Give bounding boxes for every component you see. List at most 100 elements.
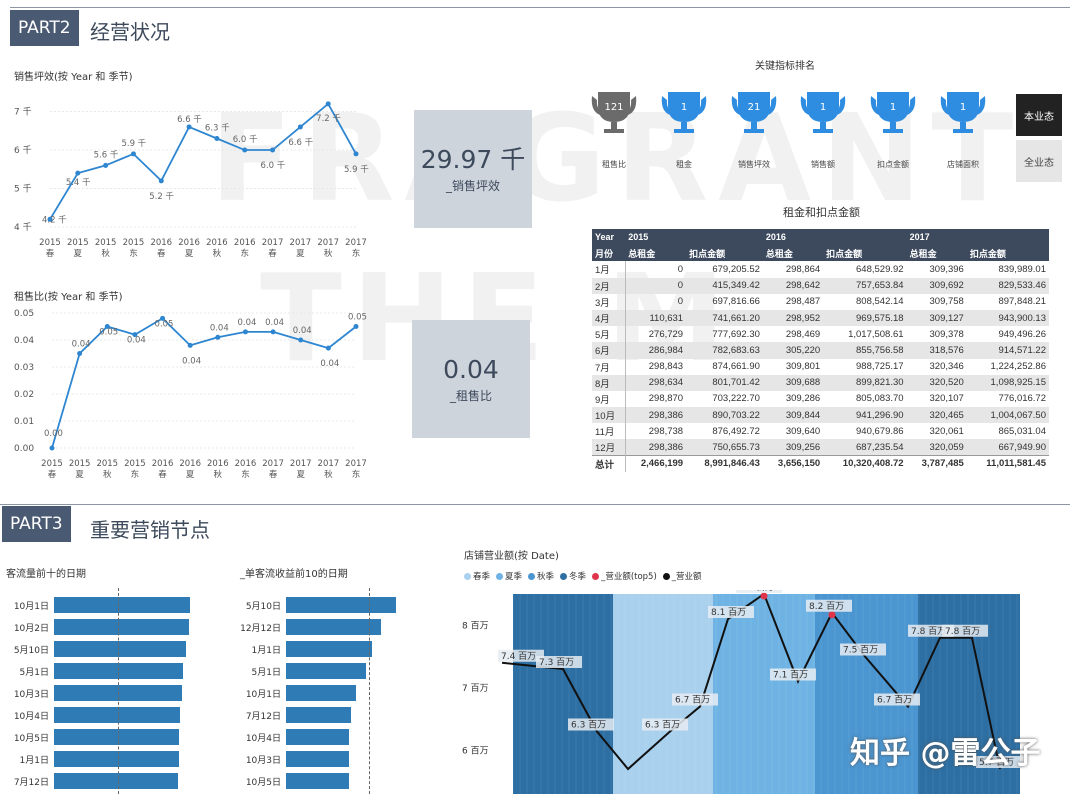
bar-category-label: 5月1日 (19, 668, 49, 678)
x-tick-season: 秋 (213, 248, 222, 259)
trophy-stem (751, 122, 757, 129)
row-month: 总计 (592, 455, 626, 472)
trophy-base (883, 129, 903, 133)
data-point (353, 324, 359, 329)
table-cell: 855,756.58 (823, 342, 907, 359)
trophy-stem (890, 122, 896, 129)
sales-efficiency-line-chart: 4 千5 千6 千7 千4.2 千5.4 千5.6 千5.9 千5.2 千6.6… (14, 101, 369, 259)
store-chart-legend: 春季 夏季 秋季 冬季 _营业额(top5) _营业额 (464, 570, 702, 582)
x-tick-year: 2017 (290, 459, 312, 469)
data-label: 5.6 千 (94, 149, 119, 160)
legend-item[interactable]: _营业额 (662, 570, 702, 582)
part3-title: 重要营销节点 (90, 518, 210, 542)
trophy-stem (820, 122, 826, 129)
row-month: 5月 (592, 326, 626, 343)
row-month: 7月 (592, 358, 626, 375)
btn-this-segment[interactable]: 本业态 (1016, 94, 1062, 136)
legend-item[interactable]: 夏季 (496, 570, 522, 582)
table-cell: 309,688 (762, 374, 824, 391)
table-cell: 309,378 (929, 328, 964, 340)
trophy-cup (598, 92, 630, 122)
table-cell: 703,222.70 (712, 393, 760, 405)
table-cell: 298,738 (648, 425, 684, 437)
bar-category-label: 7月12日 (245, 712, 281, 722)
table-title: 租金和扣点金额 (783, 206, 860, 219)
data-point (160, 315, 166, 321)
y-tick-label: 0.00 (14, 444, 34, 454)
bar (286, 619, 381, 635)
btn-all-segments[interactable]: 全业态 (1016, 140, 1062, 182)
data-label: 7.5 百万 (843, 645, 878, 656)
data-label-bg (976, 756, 1022, 768)
table-cell: 949,496.26 (998, 328, 1046, 340)
data-label: 8.2 百万 (809, 601, 844, 612)
legend-swatch (496, 573, 504, 580)
data-point (103, 162, 109, 168)
table-cell: 309,801 (785, 361, 821, 373)
trophy-icon: 1 (870, 92, 916, 133)
data-label: 6.7 百万 (675, 695, 710, 706)
x-tick-year: 2017 (318, 459, 340, 469)
table-cell: 1,224,252.86 (990, 361, 1046, 373)
legend-item[interactable]: 冬季 (560, 570, 586, 582)
data-label: 6.0 千 (261, 160, 286, 171)
row-month: 4月 (592, 309, 626, 327)
trophy-base (813, 129, 833, 133)
legend-swatch (464, 573, 471, 580)
legend-swatch (662, 573, 670, 580)
data-label: 6.3 百万 (645, 720, 680, 731)
top5-marker (828, 611, 836, 619)
table-cell: 298,469 (785, 328, 821, 340)
top5-marker (760, 592, 768, 600)
data-label: 0.05 (348, 313, 367, 323)
x-tick-season: 秋 (214, 469, 223, 480)
data-label: 5.9 千 (121, 138, 146, 149)
bar-category-label: 1月1日 (251, 646, 281, 656)
table-cell: 741,661.20 (686, 309, 763, 327)
x-tick-season: 春 (157, 248, 166, 259)
table-cell: 320,061 (929, 425, 964, 437)
table-cell: 309,844 (762, 407, 824, 424)
table-cell: 667,949.90 (966, 439, 1049, 456)
table-cell: 1,098,925.15 (966, 374, 1049, 391)
data-label: 7.4 百万 (501, 651, 536, 662)
bar-category-label: 10月2日 (13, 624, 49, 634)
y-tick-label: 0.05 (14, 309, 34, 319)
x-tick-season: 春 (269, 469, 278, 480)
bar (286, 597, 396, 613)
bar (54, 685, 182, 701)
x-tick-year: 2016 (150, 238, 172, 248)
table-cell: 309,758 (929, 296, 964, 308)
legend-item[interactable]: _营业额(top5) (592, 570, 657, 582)
table-cell: 0 (677, 263, 684, 275)
table-cell: 298,952 (762, 309, 824, 327)
table-cell: 298,870 (648, 393, 684, 405)
table-cell: 320,465 (906, 407, 967, 424)
bar (286, 773, 349, 789)
kpi-label: _租售比 (449, 388, 492, 403)
x-tick-season: 秋 (324, 469, 333, 480)
data-point (130, 151, 136, 157)
table-cell: 805,083.70 (856, 393, 904, 405)
data-label-bg (642, 718, 688, 731)
table-cell: 298,642 (762, 277, 824, 294)
data-label: 7.3 百万 (539, 657, 574, 668)
row-month: 1月 (592, 261, 626, 278)
table-cell: 757,653.84 (823, 277, 907, 294)
table-cell: 687,235.54 (823, 439, 907, 456)
trophy-base (604, 129, 624, 133)
legend-item[interactable]: 春季 (464, 570, 490, 582)
data-label: 8.1 百万 (711, 607, 746, 618)
bar (54, 729, 180, 745)
data-point (270, 329, 276, 335)
x-tick-year: 2015 (124, 459, 146, 469)
data-label: 6.6 千 (288, 137, 313, 148)
legend-item[interactable]: 秋季 (528, 570, 554, 582)
bar (54, 751, 180, 767)
bar-category-label: 12月12日 (240, 624, 281, 634)
data-label: 5.9 千 (344, 164, 369, 175)
bar-category-label: 10月3日 (13, 690, 49, 700)
data-point (242, 329, 248, 335)
trophy-stem (611, 122, 617, 129)
data-label: 0.04 (265, 318, 284, 328)
